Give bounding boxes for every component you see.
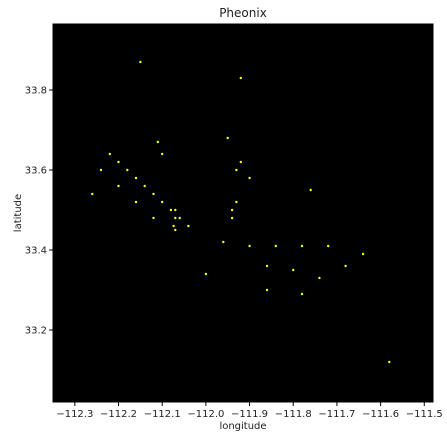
x-axis: −112.3 −112.2 −112.1 −112.0 −111.9 −111.8 −111…: [56, 402, 443, 420]
x-axis-label: longitude: [219, 421, 266, 432]
x-tick-label: −112.1: [144, 409, 181, 420]
data-point-0-22: [235, 168, 238, 172]
data-point-0-13: [99, 168, 103, 172]
data-point-0-18: [174, 208, 177, 212]
data-point-0-36: [156, 140, 159, 144]
data-point-0-26: [248, 244, 251, 248]
x-tick-label: −112.3: [56, 409, 93, 420]
y-axis: 33.2 33.4 33.6 33.8: [25, 86, 53, 337]
data-point-0-1: [117, 160, 120, 164]
data-point-0-35: [161, 152, 164, 156]
data-point-0-3: [134, 176, 138, 180]
x-tick-label: −112.2: [100, 409, 137, 420]
y-tick-label: 33.8: [25, 86, 47, 97]
x-tick-label: −111.6: [362, 409, 399, 420]
data-point-0-14: [91, 192, 94, 196]
data-point-0-34: [361, 252, 365, 256]
data-point-0-41: [300, 292, 304, 296]
chart-title: Pheonix: [219, 6, 267, 20]
data-point-0-23: [239, 160, 242, 164]
data-point-0-7: [169, 208, 173, 212]
plot-frame: [52, 23, 434, 403]
data-point-0-6: [161, 200, 164, 204]
data-points: [91, 60, 391, 364]
data-point-0-30: [265, 264, 269, 268]
data-point-0-20: [230, 216, 234, 220]
data-point-0-24: [248, 176, 251, 180]
data-point-0-27: [274, 244, 277, 248]
data-point-0-40: [265, 288, 269, 292]
y-tick-label: 33.6: [25, 166, 47, 177]
data-point-0-19: [230, 208, 234, 212]
y-tick-label: 33.4: [25, 246, 47, 257]
data-point-0-38: [139, 60, 142, 64]
data-point-0-11: [134, 200, 138, 204]
data-point-0-8: [178, 216, 181, 220]
data-point-0-2: [126, 168, 129, 172]
data-point-0-25: [222, 240, 225, 244]
data-point-0-29: [327, 244, 330, 248]
data-point-0-0: [108, 152, 112, 156]
data-point-0-28: [300, 244, 304, 248]
x-tick-label: −111.5: [406, 409, 443, 420]
data-point-0-12: [152, 216, 155, 220]
data-point-0-43: [309, 188, 312, 192]
x-tick-label: −112.0: [187, 409, 224, 420]
data-point-0-5: [152, 192, 155, 196]
data-point-0-16: [172, 224, 175, 228]
data-point-0-15: [174, 228, 177, 232]
x-tick-label: −111.8: [275, 409, 312, 420]
data-point-0-39: [204, 272, 208, 276]
x-tick-label: −111.7: [318, 409, 355, 420]
data-point-0-32: [318, 276, 321, 280]
data-point-0-17: [174, 216, 177, 220]
data-point-0-37: [239, 76, 242, 80]
data-point-0-31: [292, 268, 295, 272]
x-tick-label: −111.9: [231, 409, 268, 420]
data-point-0-33: [344, 264, 347, 268]
y-tick-label: 33.2: [25, 326, 47, 337]
data-point-0-10: [117, 184, 120, 188]
plot-area: [53, 24, 433, 402]
data-point-0-21: [235, 200, 238, 204]
data-point-0-42: [226, 136, 229, 140]
data-point-0-9: [187, 224, 190, 228]
data-point-0-4: [143, 184, 146, 188]
data-point-0-44: [388, 360, 391, 364]
y-axis-label: latitude: [13, 194, 24, 232]
